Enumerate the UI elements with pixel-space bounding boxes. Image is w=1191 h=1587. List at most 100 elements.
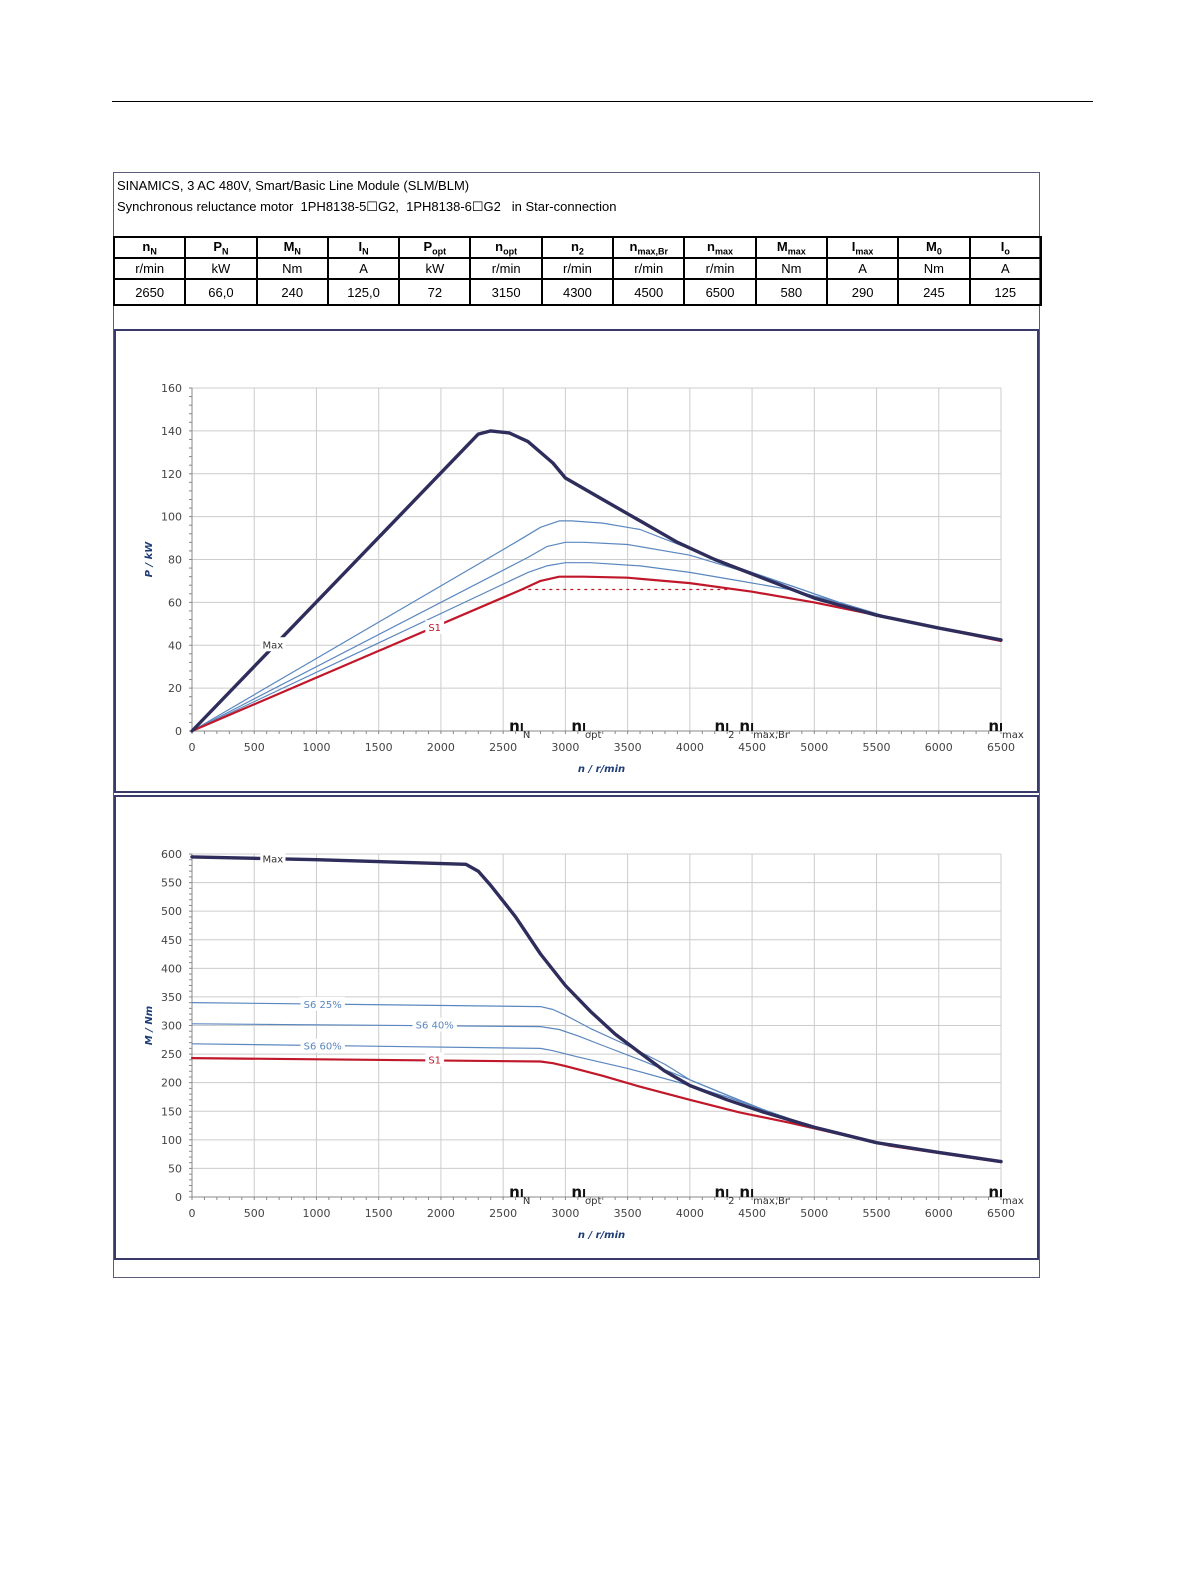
- y-tick-label: 150: [161, 1105, 182, 1118]
- spec-symbol-subscript: max,Br: [637, 246, 668, 257]
- x-tick-label: 3500: [614, 741, 642, 754]
- x-tick-label: 1000: [302, 1207, 330, 1220]
- spec-unit-cell: Nm: [255, 257, 329, 280]
- torque-chart: 0 500 1000 1500 2000 2500 3000 3500 4000 4500 5000…: [144, 848, 1024, 1241]
- speed-marker-subscript: max: [1002, 730, 1024, 741]
- y-tick-label: 500: [161, 905, 182, 918]
- x-tick-label: 3000: [551, 741, 579, 754]
- spec-symbol-subscript: opt: [432, 246, 447, 257]
- spec-value-cell: 2650: [112, 278, 187, 306]
- series-line-s1: [190, 575, 1003, 733]
- motor-heading: Synchronous reluctance motor 1PH8138-5☐G…: [117, 199, 617, 214]
- x-tick-label: 2500: [489, 741, 517, 754]
- spec-value-cell: 72: [398, 278, 472, 306]
- speed-marker-subscript: 2: [728, 730, 734, 741]
- y-tick-label: 100: [161, 1134, 182, 1147]
- x-axis-title: n / r/min: [578, 1230, 625, 1241]
- spec-symbol-cell: nopt: [469, 236, 543, 259]
- spec-unit-cell: r/min: [683, 257, 757, 280]
- spec-unit-cell: kW: [398, 257, 472, 280]
- y-tick-label: 120: [161, 468, 182, 481]
- spec-symbol: M: [283, 238, 295, 254]
- spec-symbol: n: [629, 238, 638, 254]
- spec-value-cell: 125: [968, 278, 1043, 306]
- speed-marker-symbol: n: [714, 717, 725, 735]
- x-tick-label: 0: [189, 1207, 196, 1220]
- x-axis-title: n / r/min: [578, 764, 625, 775]
- speed-marker-symbol: n: [509, 717, 520, 735]
- spec-symbol-cell: IN: [326, 236, 401, 259]
- spec-symbol: I: [358, 238, 363, 254]
- y-tick-label: 200: [161, 1077, 182, 1090]
- spec-symbol: P: [213, 238, 223, 254]
- speed-marker-symbol: n: [739, 717, 750, 735]
- x-tick-label: 3500: [614, 1207, 642, 1220]
- x-tick-label: 5000: [800, 1207, 828, 1220]
- spec-symbol-subscript: N: [150, 246, 157, 257]
- x-tick-label: 6000: [925, 741, 953, 754]
- series-line-s6-1: [191, 1002, 1002, 1163]
- spec-symbol-cell: nmax,Br: [612, 236, 686, 259]
- spec-symbol-subscript: 0: [936, 246, 942, 257]
- x-tick-label: 6500: [987, 741, 1015, 754]
- datasheet-frame: [113, 172, 1040, 1278]
- y-tick-label: 60: [168, 596, 182, 609]
- speed-marker-symbol: n: [739, 1183, 750, 1201]
- spec-symbol-subscript: 2: [578, 246, 584, 257]
- x-tick-label: 4000: [676, 1207, 704, 1220]
- speed-marker-subscript: max: [1002, 1196, 1024, 1207]
- series-label-backing: [260, 637, 286, 652]
- spec-symbol-cell: nmax: [683, 236, 757, 259]
- spec-value-row: 2650 66,0 240 125,0 72 3150 4300 4500 6500 580 290…: [112, 278, 1043, 306]
- spec-symbol-cell: Mmax: [754, 236, 828, 259]
- x-tick-label: 5000: [800, 741, 828, 754]
- series-line-s6-2: [191, 541, 1002, 732]
- y-tick-label: 0: [175, 1191, 182, 1204]
- y-tick-label: 80: [168, 554, 182, 567]
- spec-value-cell: 125,0: [326, 278, 401, 306]
- supply-heading: SINAMICS, 3 AC 480V, Smart/Basic Line Mo…: [117, 178, 470, 193]
- speed-marker-symbol: n: [714, 1183, 725, 1201]
- spec-symbol: M: [776, 238, 788, 254]
- spec-unit-cell: r/min: [612, 257, 686, 280]
- spec-value-cell: 245: [897, 278, 971, 306]
- speed-marker-subscript: max,Br: [753, 1196, 790, 1207]
- spec-symbol: n: [142, 238, 151, 254]
- speed-marker-subscript: opt: [585, 730, 601, 741]
- x-tick-label: 4500: [738, 1207, 766, 1220]
- spec-symbol-cell: Imax: [825, 236, 900, 259]
- spec-value-cell: 4300: [540, 278, 615, 306]
- speed-marker-symbol: n: [571, 717, 582, 735]
- series-label: S6 60%: [304, 1042, 342, 1053]
- spec-symbol-subscript: o: [1004, 246, 1010, 257]
- y-tick-label: 160: [161, 382, 182, 395]
- spec-symbol: I: [1000, 238, 1005, 254]
- spec-symbol-subscript: max: [714, 246, 733, 257]
- series-label-backing: [300, 1038, 345, 1053]
- spec-value-cell: 66,0: [184, 278, 258, 306]
- spec-symbol: n: [495, 238, 504, 254]
- series-line-max: [190, 429, 1003, 733]
- spec-table: nN PN MN IN Popt nopt n2 nmax,Br nmax Mmax Imax M0 I…: [112, 236, 1043, 306]
- series-line-s6-1: [191, 520, 1002, 732]
- x-tick-label: 4500: [738, 741, 766, 754]
- spec-symbol-cell: Io: [968, 236, 1043, 259]
- spec-symbol-subscript: opt: [503, 246, 518, 257]
- y-tick-label: 100: [161, 511, 182, 524]
- spec-symbol: P: [423, 238, 433, 254]
- x-tick-label: 3000: [551, 1207, 579, 1220]
- y-tick-label: 0: [175, 725, 182, 738]
- spec-symbol: n: [570, 238, 579, 254]
- y-tick-label: 40: [168, 639, 182, 652]
- spec-value-cell: 3150: [469, 278, 543, 306]
- spec-value-cell: 290: [825, 278, 900, 306]
- speed-marker-symbol: n: [988, 717, 999, 735]
- x-tick-label: 500: [244, 1207, 265, 1220]
- spec-unit-cell: A: [968, 257, 1043, 280]
- y-tick-label: 140: [161, 425, 182, 438]
- y-tick-label: 600: [161, 848, 182, 861]
- series-label-backing: [260, 851, 286, 866]
- power-chart: 0 500 1000 1500 2000 2500 3000 3500 4000 4500 5000…: [144, 382, 1024, 775]
- series-label-backing: [300, 996, 345, 1011]
- spec-symbol: n: [707, 238, 715, 254]
